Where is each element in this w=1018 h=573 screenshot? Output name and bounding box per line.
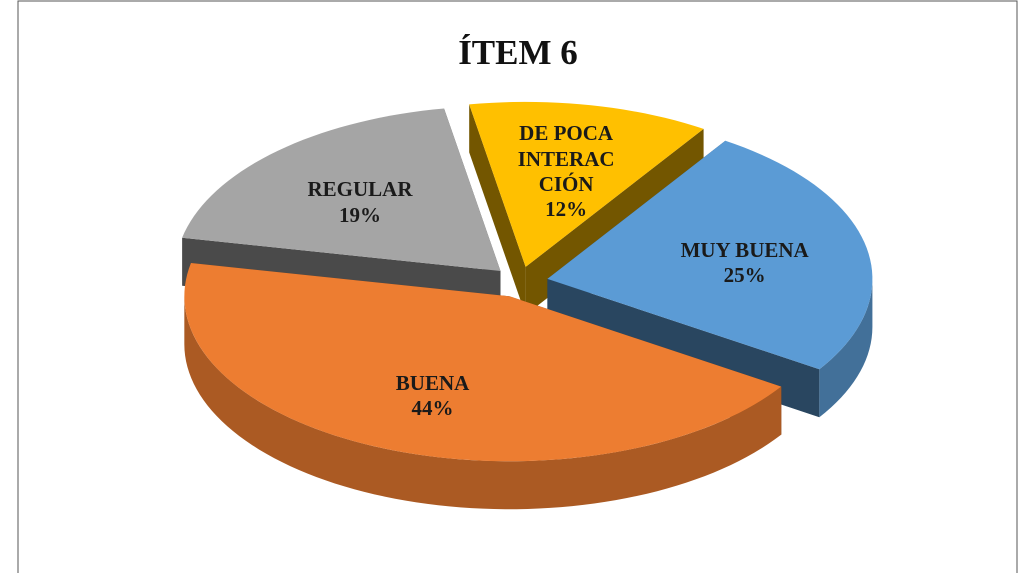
slice [469,101,704,267]
chart-title: ÍTEM 6 [458,33,578,72]
data-label-box: DE POCA INTERACCIÓN 12% [514,122,618,222]
data-label-value: 25% [723,262,766,287]
data-label-value: 19% [338,202,381,227]
slice-wall [184,296,782,510]
slice [547,140,873,370]
data-label-box: REGULAR 19% [278,153,442,253]
data-label-category: BUENA [395,370,470,395]
slice [182,108,501,271]
data-label-box: BUENA 44% [343,346,523,446]
data-label-category: REGULAR [307,177,413,202]
slice-side [469,104,526,315]
data-label-value: 44% [411,395,454,420]
data-label-category: DE POCA INTERACCIÓN [517,121,615,196]
data-label-box: MUY BUENA 25% [655,213,835,313]
data-label-value: 12% [545,196,588,221]
slice [184,263,782,462]
slice-wall [819,278,873,418]
data-label-category: MUY BUENA [680,237,809,262]
